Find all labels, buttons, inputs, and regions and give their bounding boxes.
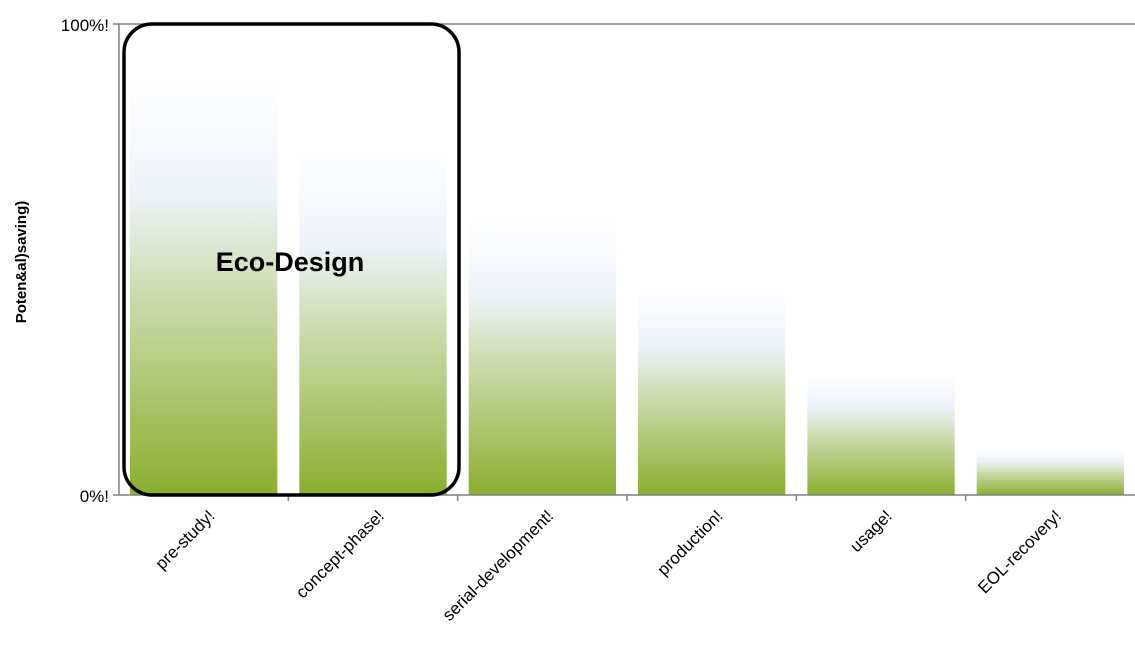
x-labels-group: pre-study! concept-phase! serial-developme… xyxy=(152,506,1066,624)
bar-6 xyxy=(976,447,1124,495)
eco-design-label: Eco-Design xyxy=(216,247,365,277)
x-tick-label-2: concept-phase! xyxy=(292,506,388,602)
x-tick-label-6: EOL-recovery! xyxy=(974,506,1065,597)
bar-5 xyxy=(807,372,955,495)
bar-4 xyxy=(638,287,786,495)
eco-design-outline xyxy=(122,22,461,497)
x-tick-label-1: pre-study! xyxy=(152,506,219,573)
x-tick-label-5: usage! xyxy=(846,506,896,556)
y-axis-label: Poten&al)saving) xyxy=(13,201,30,324)
x-tick-label-4: production! xyxy=(654,506,727,579)
y-tick-label-bottom: 0%! xyxy=(80,487,109,506)
y-tick-label-top: 100%! xyxy=(61,16,109,35)
x-tick-label-3: serial-development! xyxy=(439,506,557,624)
bar-1 xyxy=(130,75,278,495)
bars-group xyxy=(130,75,1124,496)
bar-3 xyxy=(468,217,616,496)
bar-2 xyxy=(299,146,447,495)
